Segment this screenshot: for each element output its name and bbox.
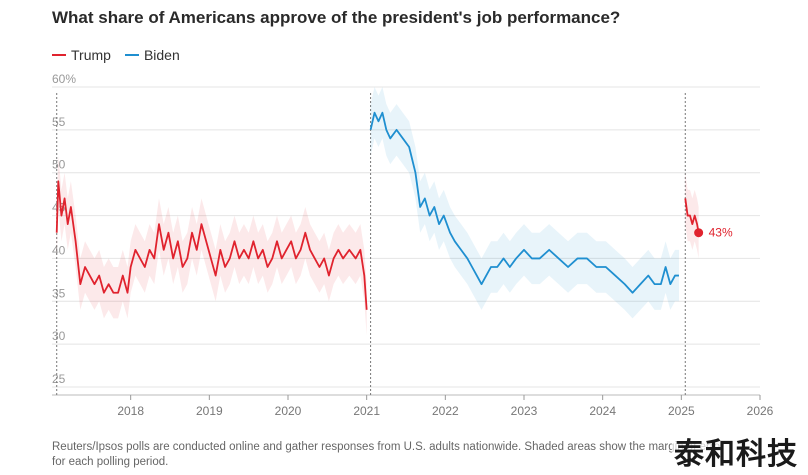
series-line-trump	[55, 180, 368, 310]
legend-label-biden: Biden	[143, 47, 180, 63]
x-tick-label: 2025	[668, 404, 695, 418]
x-tick-label: 2020	[275, 404, 302, 418]
legend-swatch-biden	[124, 54, 139, 56]
series-line-trump	[684, 198, 700, 233]
x-tick-label: 2023	[511, 404, 538, 418]
source-note: Reuters/Ipsos polls are conducted online…	[52, 440, 772, 470]
source-note-line-2: for each polling period.	[52, 456, 169, 468]
legend-item-trump: Trump	[52, 47, 111, 63]
legend: Trump Biden	[52, 47, 180, 63]
latest-value-dot	[694, 228, 704, 238]
source-note-line-1: Reuters/Ipsos polls are conducted online…	[52, 441, 724, 453]
x-tick-label: 2024	[589, 404, 616, 418]
chart-title: What share of Americans approve of the p…	[52, 8, 621, 27]
legend-swatch-trump	[52, 54, 66, 56]
x-tick-label: 2018	[117, 404, 144, 418]
y-tick-label: 50	[52, 158, 66, 172]
y-tick-label: 60%	[52, 72, 76, 86]
y-tick-label: 35	[52, 286, 66, 300]
x-tick-label: 2022	[432, 404, 459, 418]
y-tick-label: 40	[52, 243, 66, 257]
watermark-logo: 泰和科技	[672, 429, 800, 473]
y-tick-label: 55	[52, 115, 66, 129]
x-tick-label: 2026	[747, 404, 774, 418]
series-line-biden	[369, 111, 679, 294]
margin-band-trump	[56, 155, 367, 336]
x-tick-label: 2019	[196, 404, 223, 418]
legend-label-trump: Trump	[71, 47, 111, 63]
latest-value-label: 43%	[709, 226, 733, 240]
legend-item-biden: Biden	[124, 47, 180, 63]
y-tick-label: 30	[52, 329, 66, 343]
x-tick-label: 2021	[353, 404, 380, 418]
y-tick-label: 25	[52, 372, 66, 386]
margin-band-biden	[370, 87, 679, 319]
margin-band-trump	[685, 172, 699, 259]
